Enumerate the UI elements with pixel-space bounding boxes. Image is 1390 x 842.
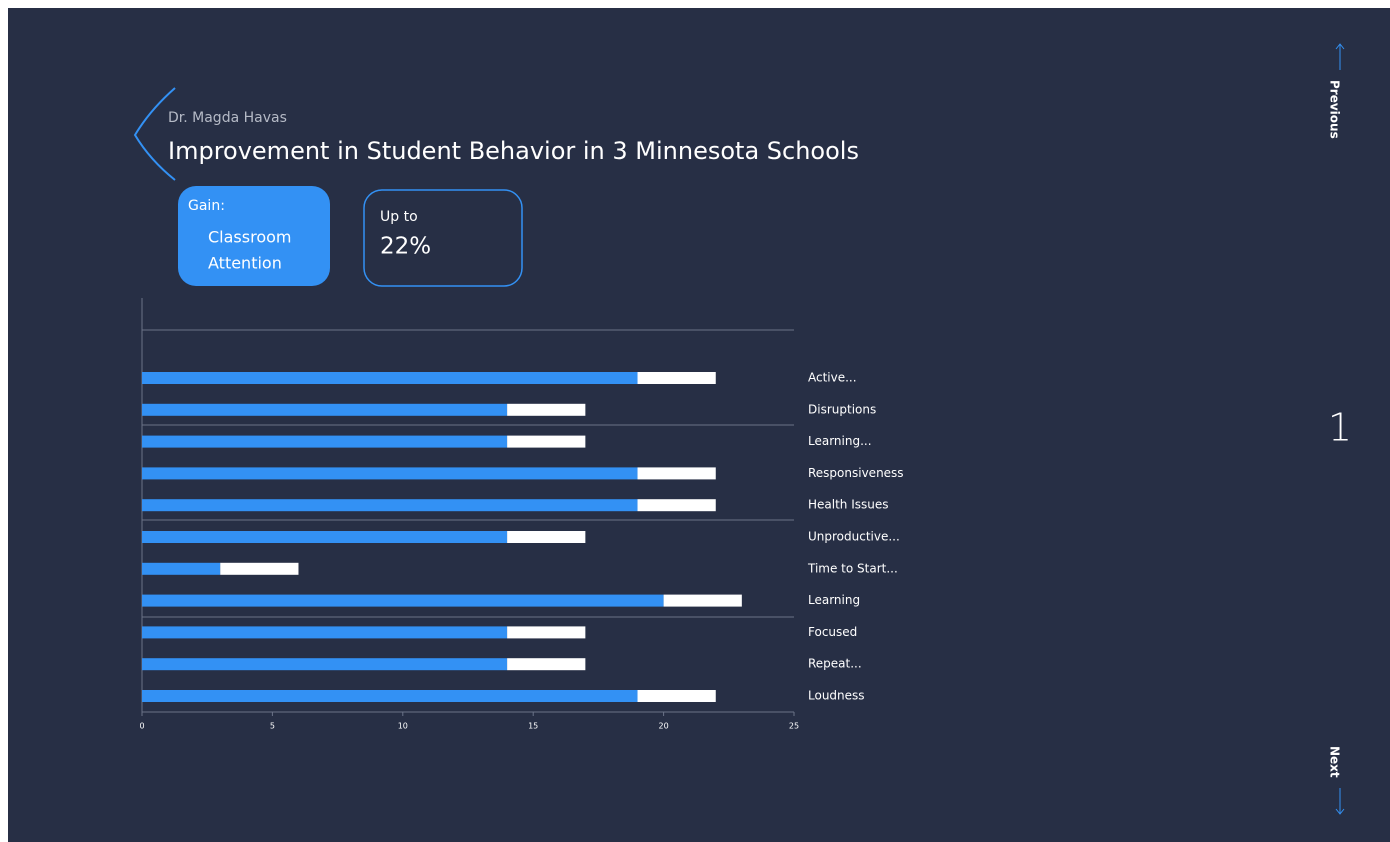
bar-segment (142, 531, 508, 543)
next-label[interactable]: Next (1328, 746, 1342, 778)
x-tick-label: 10 (398, 722, 408, 731)
bar-segment (663, 594, 742, 607)
category-label: Focused (808, 625, 857, 639)
amount-card (363, 189, 523, 287)
page-number: 1 (1328, 406, 1352, 450)
category-label: Time to Start... (807, 561, 898, 575)
previous-label[interactable]: Previous (1328, 80, 1342, 139)
category-label: Disruptions (808, 402, 876, 416)
amount-value: 22% (380, 234, 431, 260)
bar-segment (142, 435, 508, 448)
title: Improvement in Student Behavior in 3 Min… (168, 137, 859, 165)
bar-segment (220, 562, 299, 575)
gain-line: Classroom (208, 228, 291, 247)
bracket (133, 87, 176, 181)
bar-segment (142, 499, 638, 512)
bar-segment (142, 562, 221, 575)
gain-label: Gain: (188, 198, 225, 214)
bar-segment (637, 690, 716, 702)
category-label: Health Issues (808, 498, 889, 512)
bar-segment (507, 531, 586, 543)
category-label: Learning... (808, 434, 872, 448)
bar-segment (507, 435, 586, 448)
category-label: Learning (808, 593, 860, 607)
x-tick-label: 15 (528, 722, 538, 731)
bar-segment (142, 372, 638, 384)
bar-segment (142, 690, 638, 702)
x-tick-label: 20 (659, 722, 669, 731)
next-button[interactable]: Next (1328, 746, 1345, 815)
category-label: Responsiveness (808, 466, 904, 480)
arrow-head (1335, 808, 1345, 815)
bar-segment (507, 626, 586, 639)
bar-segment (142, 658, 508, 671)
bar-segment (637, 467, 716, 480)
category-label: Unproductive... (808, 530, 900, 544)
bar-segment (142, 467, 638, 480)
previous-button[interactable]: Previous (1328, 43, 1345, 139)
bar-segment (637, 499, 716, 512)
bar-segment (637, 372, 716, 384)
bar-segment (142, 594, 664, 607)
category-label: Repeat... (808, 657, 862, 671)
chart: 0 5 10 15 20 25 Active... Disruptions Learning..… (139, 371, 903, 731)
author: Dr. Magda Havas (168, 110, 287, 126)
gain-line: Attention (208, 254, 282, 273)
amount-label: Up to (380, 209, 418, 225)
category-label: Loudness (808, 689, 865, 703)
x-tick-label: 25 (789, 722, 799, 731)
bar-segment (507, 403, 586, 416)
x-tick-label: 5 (270, 722, 275, 731)
category-label: Active... (808, 371, 857, 385)
x-tick-label: 0 (139, 722, 144, 731)
bar-segment (507, 658, 586, 671)
bar-segment (142, 626, 508, 639)
arrow-head (1335, 43, 1345, 50)
bar-segment (142, 403, 508, 416)
gain-card (178, 186, 330, 286)
